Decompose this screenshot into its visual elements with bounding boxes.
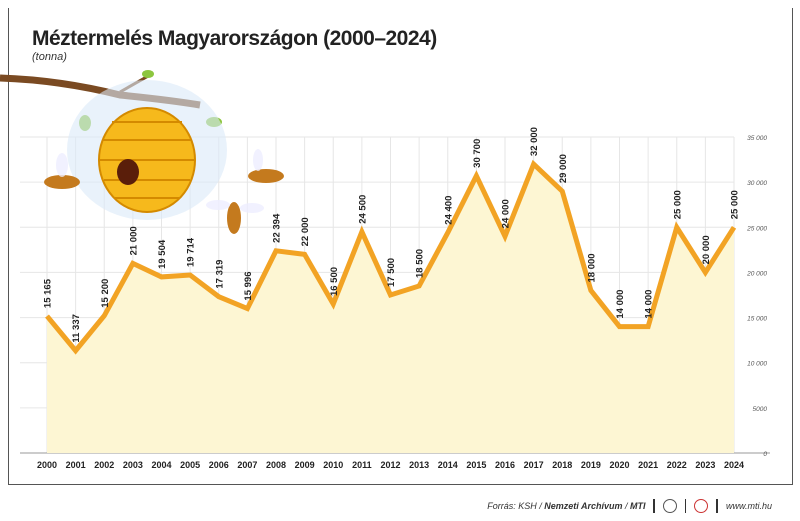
- divider: [716, 499, 718, 513]
- bee-icon: [206, 200, 264, 234]
- source-prefix: Forrás: KSH /: [487, 501, 545, 511]
- y-tick-label: 5000: [753, 406, 768, 413]
- data-label: 17 319: [214, 260, 225, 289]
- y-tick-label: 35 000: [747, 135, 767, 142]
- x-tick-label: 2017: [524, 460, 544, 470]
- chart-frame: [8, 8, 793, 485]
- x-tick-label: 2021: [638, 460, 658, 470]
- source-archive: Nemzeti Archívum: [544, 501, 623, 511]
- x-tick-label: 2012: [380, 460, 400, 470]
- mtva-logo-icon: [662, 499, 677, 513]
- bee-icon: [44, 153, 80, 189]
- x-tick-label: 2000: [37, 460, 57, 470]
- data-label: 22 394: [272, 213, 283, 243]
- series-polyline: [45, 159, 737, 355]
- data-label: 19 714: [186, 237, 197, 267]
- x-tick-label: 2007: [237, 460, 257, 470]
- data-label: 19 504: [157, 239, 168, 269]
- x-tick-label: 2024: [724, 460, 744, 470]
- y-tick-label: 30 000: [747, 180, 767, 187]
- data-label: 18 500: [415, 249, 426, 278]
- mti-logo-icon: [694, 499, 709, 513]
- data-label: 25 000: [730, 190, 741, 219]
- data-label: 14 000: [615, 290, 626, 319]
- x-tick-label: 2005: [180, 460, 200, 470]
- source-sep: /: [622, 501, 630, 511]
- data-label: 29 000: [558, 154, 569, 183]
- x-tick-label: 2016: [495, 460, 515, 470]
- x-tick-label: 2023: [695, 460, 715, 470]
- data-label: 25 000: [672, 190, 683, 219]
- data-label: 15 165: [43, 278, 54, 308]
- x-tick-label: 2009: [295, 460, 315, 470]
- x-tick-label: 2006: [209, 460, 229, 470]
- data-label: 21 000: [128, 226, 139, 255]
- y-tick-label: 15 000: [747, 316, 767, 323]
- data-label: 15 200: [100, 279, 111, 308]
- divider: [653, 499, 655, 513]
- data-label: 16 500: [329, 267, 340, 296]
- data-label: 20 000: [701, 235, 712, 264]
- x-tick-label: 2019: [581, 460, 601, 470]
- data-label: 24 500: [357, 195, 368, 224]
- data-label: 30 700: [472, 139, 483, 168]
- x-tick-labels: 2000 2001 2002 2003 2004 2005 2006 2007 2008 2009…: [37, 460, 744, 470]
- area-polygon: [47, 164, 734, 454]
- area-fill: [47, 164, 734, 454]
- source-mti: MTI: [629, 501, 646, 511]
- beehive-illustration: [0, 70, 284, 234]
- x-tick-label: 2002: [94, 460, 114, 470]
- x-tick-label: 2022: [667, 460, 687, 470]
- y-tick-label: 20 000: [746, 270, 767, 277]
- chart-title: Méztermelés Magyarországon (2000–2024): [32, 27, 437, 50]
- bee-icon: [248, 149, 284, 183]
- series-line: [45, 159, 737, 355]
- x-tick-label: 2020: [609, 460, 629, 470]
- data-label: 15 996: [243, 272, 254, 301]
- x-tick-label: 2014: [438, 460, 458, 470]
- data-label: 24 400: [443, 196, 454, 225]
- x-tick-label: 2013: [409, 460, 429, 470]
- data-label: 11 337: [71, 314, 82, 343]
- data-label: 18 000: [586, 253, 597, 282]
- data-label: 17 500: [386, 258, 397, 287]
- data-label: 32 000: [529, 127, 540, 156]
- x-tick-label: 2001: [66, 460, 86, 470]
- y-tick-label: 0: [763, 451, 767, 458]
- data-label: 14 000: [644, 290, 655, 319]
- x-tick-label: 2004: [151, 460, 171, 470]
- divider: [684, 499, 687, 513]
- chart-subtitle: (tonna): [32, 51, 67, 63]
- data-labels: 15 165 11 337 15 200 21 000 19 504 19 714 17 3…: [43, 127, 741, 343]
- x-tick-label: 2003: [123, 460, 143, 470]
- x-tick-label: 2010: [323, 460, 343, 470]
- source-text: Forrás: KSH / Nemzeti Archívum / MTI: [487, 501, 645, 511]
- footer: Forrás: KSH / Nemzeti Archívum / MTI www…: [487, 499, 772, 513]
- data-label: 24 000: [501, 199, 512, 228]
- y-tick-labels: 0 5000 10 000 15 000 20 000 25 000 30 000 35 00…: [746, 135, 767, 458]
- y-tick-label: 25 000: [746, 225, 767, 232]
- x-tick-label: 2018: [552, 460, 572, 470]
- mti-url[interactable]: www.mti.hu: [725, 501, 772, 511]
- leaf-icon: [142, 70, 154, 78]
- y-tick-label: 10 000: [747, 361, 767, 368]
- x-tick-label: 2011: [352, 460, 372, 470]
- data-label: 22 000: [300, 217, 311, 246]
- x-tick-label: 2008: [266, 460, 286, 470]
- x-tick-label: 2015: [466, 460, 486, 470]
